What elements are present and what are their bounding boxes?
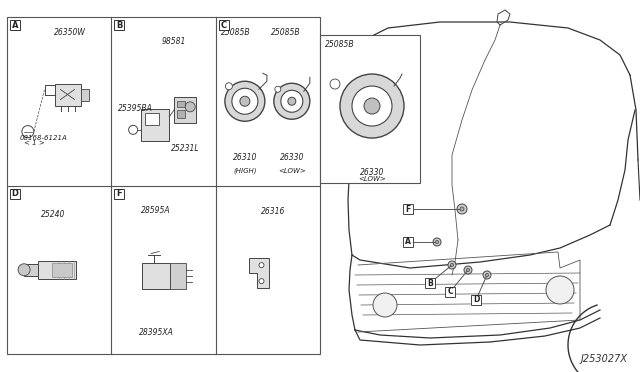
Bar	[52, 263, 72, 277]
Text: 26330: 26330	[360, 168, 384, 177]
Bar	[170, 263, 186, 289]
Text: C: C	[447, 288, 453, 296]
Bar	[425, 278, 435, 288]
Bar	[177, 110, 185, 118]
Bar	[115, 189, 124, 199]
Text: J253027X: J253027X	[581, 354, 628, 364]
Circle shape	[464, 266, 472, 274]
Circle shape	[259, 263, 264, 267]
Circle shape	[546, 276, 574, 304]
Text: F: F	[405, 205, 411, 214]
Bar	[7, 17, 320, 354]
Text: B: B	[427, 279, 433, 288]
Text: 08168-6121A: 08168-6121A	[20, 135, 68, 141]
Circle shape	[485, 273, 488, 277]
Bar	[10, 20, 20, 30]
Text: 25085B: 25085B	[325, 40, 355, 49]
Text: 98581: 98581	[162, 37, 186, 46]
Text: 28395XA: 28395XA	[139, 328, 173, 337]
Text: F: F	[116, 189, 122, 198]
Circle shape	[18, 264, 30, 276]
Text: 28595A: 28595A	[141, 206, 171, 215]
Bar	[142, 263, 170, 289]
Polygon shape	[250, 258, 269, 288]
Circle shape	[457, 204, 467, 214]
Bar	[403, 204, 413, 214]
Text: <LOW>: <LOW>	[358, 176, 386, 182]
Bar	[38, 261, 76, 279]
Bar	[177, 101, 185, 107]
Circle shape	[448, 261, 456, 269]
Bar	[320, 35, 420, 183]
Bar	[445, 287, 455, 297]
Text: A: A	[405, 237, 411, 247]
Bar	[174, 97, 196, 123]
Text: 25085B: 25085B	[221, 28, 250, 37]
Circle shape	[433, 238, 441, 246]
Bar	[471, 295, 481, 305]
Circle shape	[340, 74, 404, 138]
Circle shape	[240, 96, 250, 106]
Circle shape	[22, 126, 34, 138]
Circle shape	[185, 102, 195, 112]
Bar	[54, 83, 81, 106]
Circle shape	[467, 269, 470, 272]
Text: <LOW>: <LOW>	[278, 168, 306, 174]
Circle shape	[225, 83, 232, 90]
Text: 25395BA: 25395BA	[118, 104, 152, 113]
Circle shape	[288, 97, 296, 105]
Bar	[219, 20, 228, 30]
Text: C: C	[221, 20, 227, 29]
Bar	[24, 264, 38, 276]
Circle shape	[275, 86, 281, 92]
Bar	[141, 109, 169, 141]
Circle shape	[460, 207, 464, 211]
Circle shape	[225, 81, 265, 121]
Circle shape	[451, 263, 454, 267]
Text: 25085B: 25085B	[271, 28, 301, 37]
Circle shape	[330, 79, 340, 89]
Text: B: B	[116, 20, 122, 29]
Circle shape	[352, 86, 392, 126]
Circle shape	[483, 271, 491, 279]
Text: 26330: 26330	[280, 153, 304, 162]
Text: 25240: 25240	[41, 210, 65, 219]
Bar	[145, 113, 159, 125]
Text: A: A	[12, 20, 19, 29]
Circle shape	[129, 125, 138, 134]
Text: < 1 >: < 1 >	[24, 140, 45, 145]
Text: D: D	[12, 189, 19, 198]
Circle shape	[435, 240, 438, 244]
Text: (HIGH): (HIGH)	[233, 167, 257, 174]
Circle shape	[281, 90, 303, 112]
Bar	[115, 20, 124, 30]
Circle shape	[232, 88, 258, 114]
Text: D: D	[473, 295, 479, 305]
Circle shape	[364, 98, 380, 114]
Text: 26316: 26316	[261, 207, 285, 216]
Bar	[403, 237, 413, 247]
Text: 26350W: 26350W	[54, 28, 86, 37]
Circle shape	[259, 279, 264, 283]
Text: 26310: 26310	[233, 153, 257, 162]
Bar	[10, 189, 20, 199]
Circle shape	[274, 83, 310, 119]
Bar	[81, 89, 88, 100]
Circle shape	[373, 293, 397, 317]
Text: 25231L: 25231L	[171, 144, 200, 153]
